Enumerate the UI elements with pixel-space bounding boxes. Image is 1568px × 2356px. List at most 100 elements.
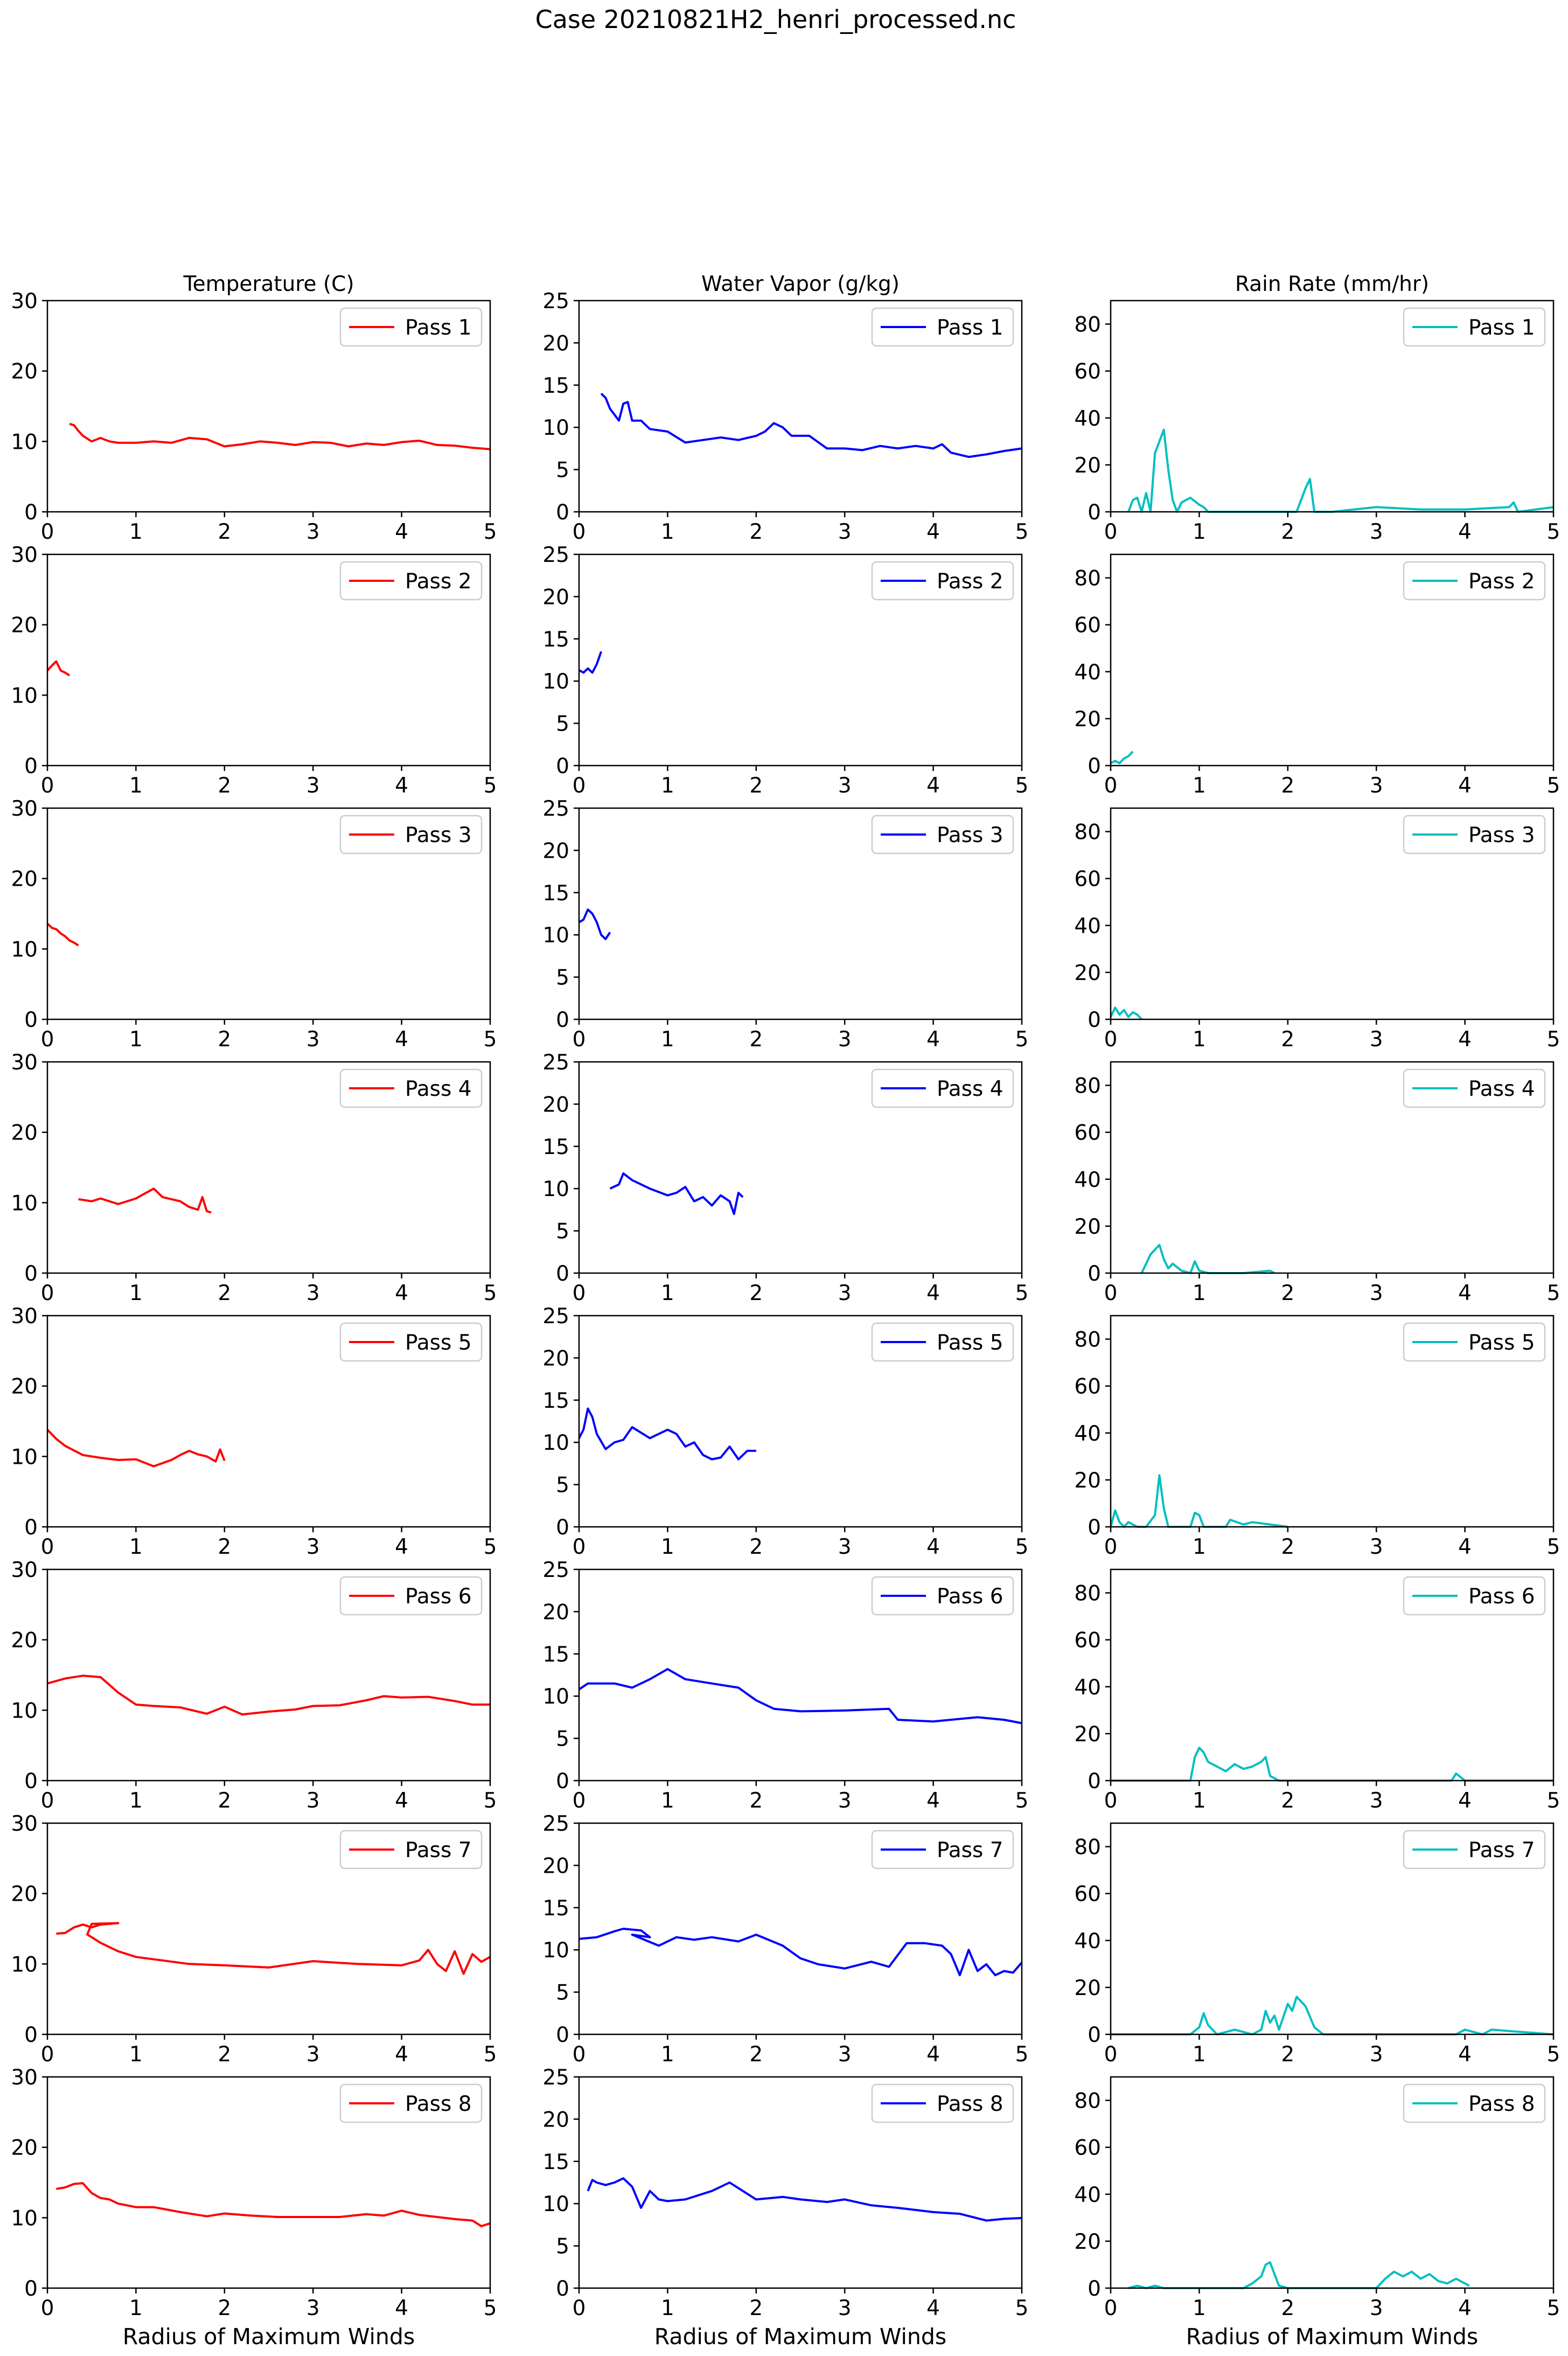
axes-frame [46, 1822, 491, 2035]
series-line [78, 1187, 212, 1214]
x-tick-label: 5 [484, 520, 497, 544]
series-line [46, 922, 79, 947]
x-tick-label: 4 [926, 1789, 940, 1813]
subplot: 0 1 2 3 4 5 0 10 20 30 Pass 8 [11, 2066, 497, 2320]
y-tick-label: 20 [542, 331, 569, 356]
legend-box [871, 2083, 1014, 2123]
x-tick-label: 4 [926, 1535, 940, 1559]
x-tick-label: 4 [1458, 1789, 1472, 1813]
x-tick-label: 5 [1547, 1281, 1560, 1305]
axes-frame [578, 1061, 1023, 1274]
x-tick-label: 0 [573, 1281, 586, 1305]
legend-label: Pass 4 [405, 1077, 472, 1101]
legend-label: Pass 8 [405, 2092, 472, 2116]
legend-box [339, 1830, 483, 1869]
x-tick-label: 2 [749, 1281, 763, 1305]
axes-frame [46, 1315, 491, 1528]
x-tick-label: 2 [749, 774, 763, 798]
x-tick-label: 1 [661, 1789, 674, 1813]
axes-frame [46, 1568, 491, 1782]
legend-box [871, 307, 1014, 347]
x-tick-label: 3 [1370, 520, 1383, 544]
subplot: 0 1 2 3 4 5 0 20 40 60 80 Pass 6 [1074, 1568, 1560, 1813]
x-tick-label: 5 [1547, 2296, 1560, 2320]
legend-box [1403, 1322, 1546, 1362]
x-tick-label: 0 [573, 520, 586, 544]
axes-frame [1110, 1822, 1555, 2035]
legend-box [871, 561, 1014, 601]
x-tick-label: 0 [573, 1027, 586, 1052]
legend-label: Pass 5 [1468, 1331, 1535, 1355]
x-tick-label: 1 [1193, 1281, 1206, 1305]
series-line [609, 1172, 744, 1215]
y-tick-label: 0 [24, 2277, 38, 2301]
x-tick-label: 1 [661, 774, 674, 798]
legend-label: Pass 6 [405, 1584, 472, 1609]
x-tick-label: 4 [926, 1281, 940, 1305]
x-tick-label: 2 [218, 1535, 231, 1559]
x-tick-label: 0 [41, 2296, 54, 2320]
series-line [1111, 1747, 1553, 1782]
axes-frame [578, 300, 1023, 513]
y-tick-label: 30 [11, 289, 38, 314]
column-title: Water Vapor (g/kg) [701, 272, 900, 296]
axes-frame [1110, 1568, 1555, 1782]
x-tick-label: 4 [395, 1535, 408, 1559]
axes-frame [1110, 1061, 1555, 1274]
x-tick-label: 3 [838, 1281, 852, 1305]
x-tick-label: 0 [1104, 1027, 1118, 1052]
x-tick-label: 5 [484, 2296, 497, 2320]
subplot: 0 1 2 3 4 5 0 20 40 60 80 Pass 5 [1074, 1315, 1560, 1559]
y-tick-label: 30 [11, 2066, 38, 2090]
subplot: 0 1 2 3 4 5 0 20 40 60 80 Pass 8 [1074, 2076, 1560, 2320]
y-tick-label: 0 [556, 1769, 569, 1794]
y-tick-label: 0 [556, 2277, 569, 2301]
x-tick-label: 1 [129, 520, 143, 544]
y-tick-label: 10 [542, 1177, 569, 1201]
subplot: 0 1 2 3 4 5 0 10 20 30 Pass 4 [11, 1051, 497, 1305]
y-tick-label: 25 [542, 2066, 569, 2090]
x-tick-label: 4 [1458, 774, 1472, 798]
legend-box [339, 1576, 483, 1616]
y-tick-label: 5 [556, 966, 569, 990]
y-tick-label: 5 [556, 1727, 569, 1752]
x-tick-label: 4 [395, 1789, 408, 1813]
x-tick-label: 3 [1370, 2042, 1383, 2067]
y-tick-label: 25 [542, 1812, 569, 1836]
x-tick-label: 0 [1104, 1281, 1118, 1305]
x-tick-label: 2 [218, 520, 231, 544]
y-tick-label: 5 [556, 1981, 569, 2005]
y-tick-label: 80 [1074, 821, 1101, 845]
series-line [69, 422, 491, 450]
subplot: 0 1 2 3 4 5 0 5 10 15 20 25 Pass 4 [542, 1051, 1028, 1305]
subplot: 0 1 2 3 4 5 0 5 10 15 20 25 Pass 2 [542, 543, 1028, 798]
subplot: 0 1 2 3 4 5 0 10 20 30 Pass 2 [11, 543, 497, 798]
y-tick-label: 40 [1074, 2183, 1101, 2207]
y-tick-label: 10 [542, 923, 569, 948]
y-tick-label: 20 [11, 360, 38, 384]
y-tick-label: 20 [1074, 454, 1101, 478]
y-tick-label: 0 [24, 754, 38, 779]
y-tick-label: 30 [11, 543, 38, 567]
axes-frame [578, 553, 1023, 767]
x-tick-label: 3 [306, 774, 320, 798]
x-tick-label: 3 [1370, 1535, 1383, 1559]
x-tick-label: 0 [573, 1789, 586, 1813]
y-tick-label: 15 [542, 2150, 569, 2174]
x-tick-label: 4 [1458, 2042, 1472, 2067]
column-titles: Temperature (C) Water Vapor (g/kg) Rain Ra… [183, 272, 1429, 296]
axes-frame [46, 807, 491, 1020]
legend-box [1403, 815, 1546, 854]
y-tick-label: 0 [1088, 1008, 1101, 1032]
y-tick-label: 20 [11, 1375, 38, 1399]
y-tick-label: 60 [1074, 360, 1101, 384]
series-line [1128, 2261, 1470, 2289]
series-line [578, 1668, 1022, 1725]
x-tick-label: 2 [1281, 1281, 1294, 1305]
x-tick-label: 1 [129, 2296, 143, 2320]
y-tick-label: 40 [1074, 661, 1101, 685]
legend-label: Pass 6 [1468, 1584, 1535, 1609]
y-tick-label: 20 [542, 1093, 569, 1117]
y-tick-label: 15 [542, 374, 569, 398]
legend-label: Pass 2 [405, 569, 472, 594]
